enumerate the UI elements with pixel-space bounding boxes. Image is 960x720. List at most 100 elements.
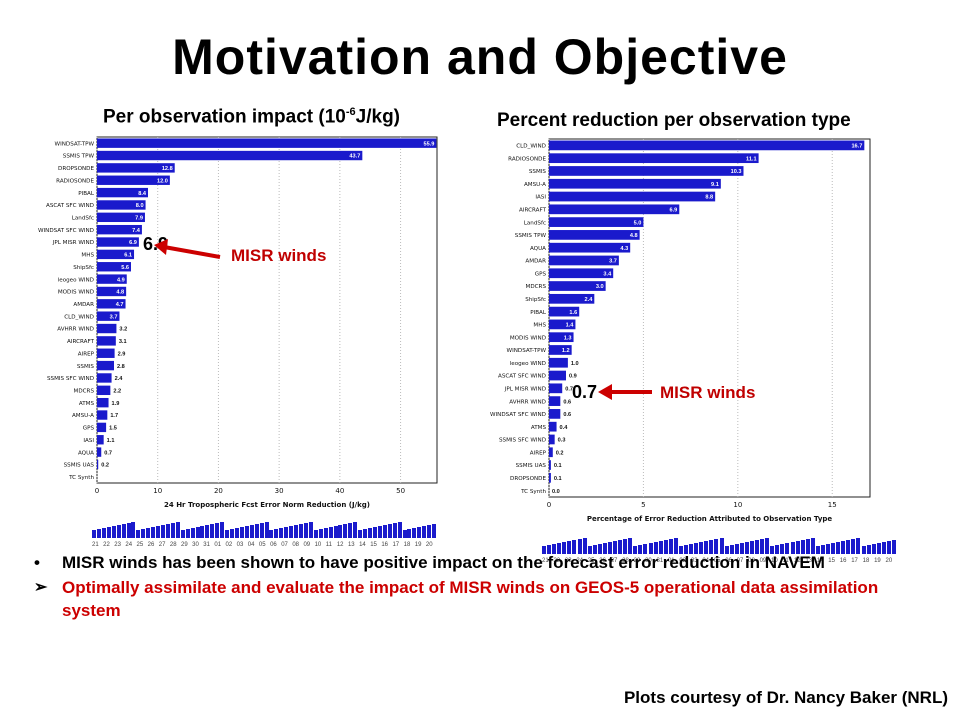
y-tick-label: WINDSAT-TPW — [507, 348, 547, 354]
y-tick-label: PIBAL — [78, 191, 95, 197]
y-tick-label: MDCRS — [74, 389, 95, 395]
bar — [97, 175, 170, 185]
y-tick-label: AQUA — [530, 246, 546, 252]
y-tick-label: AIREP — [78, 351, 95, 357]
x-tick-label: 0 — [547, 501, 551, 509]
bullet-point: MISR winds has been shown to have positi… — [34, 551, 934, 574]
y-tick-label: SSMIS TPW — [515, 233, 547, 239]
bar — [549, 421, 557, 432]
bar — [97, 373, 112, 383]
timeline-bar — [815, 546, 820, 554]
bar-value-label: 9.1 — [711, 182, 719, 188]
bar — [549, 409, 561, 419]
bar-value-label: 0.7 — [565, 387, 573, 393]
y-tick-label: ShipSfc — [525, 297, 546, 303]
y-tick-label: ASCAT SFC WIND — [46, 203, 94, 209]
y-tick-label: SSMIS SFC WIND — [47, 376, 94, 382]
timeline-bar — [308, 522, 313, 538]
timeline-bar — [775, 545, 780, 554]
bar — [97, 336, 116, 346]
timeline-bar — [249, 525, 254, 538]
bar — [97, 237, 139, 247]
bar-value-label: 4.3 — [620, 246, 628, 252]
bar-value-label: 11.1 — [746, 156, 757, 162]
bar — [97, 150, 363, 161]
timeline-bar — [284, 527, 289, 538]
timeline-bar — [343, 524, 348, 538]
bar — [549, 268, 614, 279]
y-tick-label: JPL MISR WIND — [504, 387, 546, 393]
left-bar-chart: 0 10 20 30 40 50 24 Hr Tropospheric Fcst Error… — [38, 136, 438, 509]
timeline-date: 19 — [414, 542, 422, 548]
timeline-bar — [279, 528, 284, 538]
bar-value-label: 4.7 — [116, 302, 124, 308]
left-title-sup: -6 — [345, 106, 356, 118]
timeline-bar — [648, 543, 653, 554]
timeline-bar — [871, 544, 876, 554]
bullet-list: MISR winds has been shown to have positi… — [34, 551, 934, 622]
timeline-bar — [689, 544, 694, 554]
bar — [97, 224, 142, 235]
left-timeline-strip: 21 22 23 24 25 26 27 28 29 30 31 01 02 03 04 05 06 07 08 09… — [92, 518, 437, 548]
timeline-bar — [274, 529, 279, 538]
timeline-bar — [709, 540, 714, 554]
y-tick-label: CLD_WIND — [64, 314, 94, 320]
x-tick-label: 0 — [95, 487, 99, 495]
bar — [549, 204, 680, 215]
y-tick-label: leogeo WIND — [58, 277, 94, 283]
timeline-bar — [881, 542, 886, 554]
timeline-bar — [116, 525, 121, 538]
timeline-bar — [684, 545, 688, 554]
bar-value-label: 0.4 — [560, 425, 569, 431]
bar — [97, 311, 120, 321]
y-tick-label: WINDSAT SFC WIND — [490, 412, 546, 418]
x-axis-label: 24 Hr Tropospheric Fcst Error Norm Reduc… — [164, 501, 370, 509]
timeline-bar — [353, 522, 358, 538]
bar — [97, 385, 111, 396]
y-tick-label: LandSfc — [524, 220, 546, 226]
bar — [549, 447, 553, 458]
timeline-bar — [547, 545, 552, 554]
timeline-bar — [572, 540, 577, 554]
bar — [549, 281, 606, 291]
bar-value-label: 8.0 — [136, 203, 144, 209]
bar — [549, 472, 551, 483]
bar-value-label: 5.6 — [121, 265, 129, 271]
timeline-date: 26 — [147, 542, 155, 548]
timeline-date: 20 — [425, 542, 433, 548]
bar-value-label: 0.9 — [569, 374, 577, 380]
timeline-bar — [432, 524, 437, 538]
bar — [97, 459, 99, 470]
timeline-bar — [704, 541, 709, 554]
bar — [549, 357, 568, 368]
timeline-date: 22 — [103, 542, 110, 548]
timeline-bar — [714, 539, 719, 554]
bar-value-label: 8.4 — [138, 191, 147, 197]
timeline-bar — [780, 544, 785, 554]
y-tick-label: IASI — [535, 195, 546, 201]
bar — [97, 360, 114, 371]
bar-value-label: 4.8 — [630, 233, 638, 239]
timeline-bar — [785, 543, 790, 554]
y-tick-label: RADIOSONDE — [508, 156, 546, 162]
timeline-bar — [542, 546, 546, 554]
bar-value-label: 4.9 — [117, 277, 125, 283]
timeline-date: 11 — [325, 542, 332, 548]
timeline-bar — [810, 538, 815, 554]
bar-value-label: 6.9 — [670, 208, 678, 214]
bar — [549, 242, 631, 253]
timeline-date: 29 — [181, 542, 188, 548]
timeline-bar — [333, 526, 338, 538]
bar — [97, 286, 127, 297]
bar-value-label: 16.7 — [851, 144, 862, 150]
bar-value-label: 3.4 — [603, 271, 612, 277]
bar — [97, 249, 135, 260]
y-tick-label: TC Synth — [68, 475, 94, 481]
x-tick-label: 40 — [335, 487, 344, 495]
timeline-bar — [729, 545, 734, 554]
bar — [549, 370, 566, 381]
timeline-date: 25 — [136, 542, 144, 548]
timeline-bar — [755, 540, 759, 554]
bar — [549, 230, 640, 240]
bar-value-label: 3.0 — [596, 284, 604, 290]
